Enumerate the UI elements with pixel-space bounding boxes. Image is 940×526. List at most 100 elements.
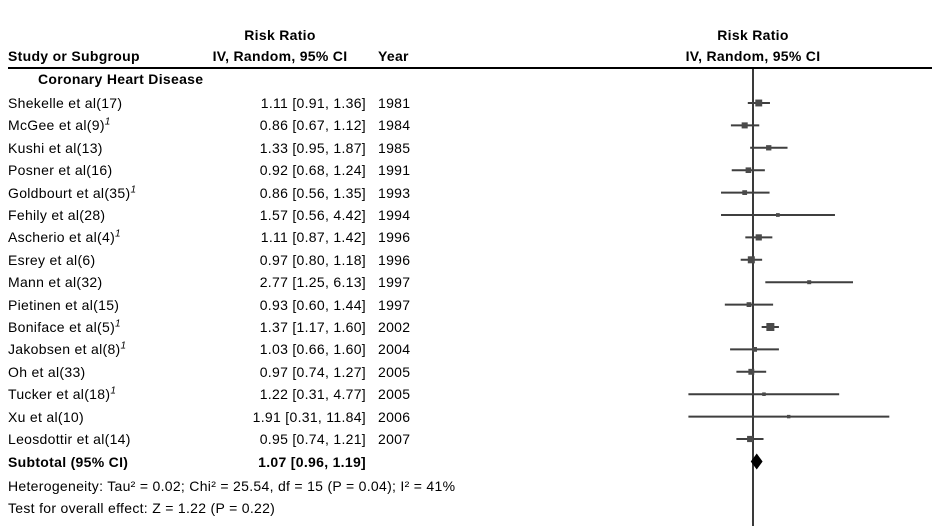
- left-effect-column-title-line2: IV, Random, 95% CI: [212, 48, 348, 64]
- year-label: 2002: [378, 319, 411, 335]
- year-label: 2005: [378, 386, 411, 403]
- study-label: Tucker et al(18)1: [8, 383, 116, 405]
- study-name: Tucker et al(18): [8, 386, 111, 403]
- year-label: 2007: [378, 431, 411, 447]
- study-row: Boniface et al(5)1 1.37 [1.17, 1.60] 2002: [0, 316, 470, 338]
- effect-estimate: 1.03 [0.66, 1.60]: [259, 341, 366, 358]
- year-label: 1993: [378, 184, 411, 201]
- study-label: Xu et al(10): [8, 406, 84, 428]
- effect-estimate: 0.92 [0.68, 1.24]: [259, 162, 366, 179]
- study-row: Oh et al(33) 0.97 [0.74, 1.27] 2005: [0, 361, 470, 383]
- year-label: 1991: [378, 162, 411, 179]
- effect-marker: [807, 280, 812, 285]
- effect-estimate: 1.22 [0.31, 4.77]: [259, 386, 366, 403]
- year-label: 2006: [378, 408, 411, 425]
- study-label: Ascherio et al(4)1: [8, 226, 121, 248]
- study-row: Mann et al(32) 2.77 [1.25, 6.13] 1997: [0, 271, 470, 293]
- effect-marker: [748, 368, 755, 375]
- study-name: Shekelle et al(17): [8, 95, 123, 111]
- study-row: Ascherio et al(4)1 1.11 [0.87, 1.42] 1996: [0, 226, 470, 248]
- year-label: 1984: [378, 117, 411, 134]
- year-label: 1981: [378, 95, 411, 111]
- study-row: Fehily et al(28) 1.57 [0.56, 4.42] 1994: [0, 204, 470, 226]
- study-label: Posner et al(16): [8, 159, 112, 181]
- effect-marker: [745, 167, 752, 174]
- study-row: Posner et al(16) 0.92 [0.68, 1.24] 1991: [0, 159, 470, 181]
- year-label: 1985: [378, 139, 411, 156]
- heterogeneity-stats: Heterogeneity: Tau² = 0.02; Chi² = 25.54…: [8, 478, 456, 494]
- study-label: Boniface et al(5)1: [8, 316, 121, 338]
- effect-marker: [776, 213, 780, 217]
- study-name: McGee et al(9): [8, 117, 105, 134]
- study-name: Jakobsen et al(8): [8, 341, 121, 358]
- footnote-marker: 1: [104, 116, 111, 128]
- study-column-title: Study or Subgroup: [8, 48, 140, 64]
- study-label: Goldbourt et al(35)1: [8, 182, 136, 204]
- year-label: 2005: [378, 363, 411, 380]
- effect-estimate: 1.91 [0.31, 11.84]: [252, 408, 366, 425]
- study-name: Posner et al(16): [8, 162, 113, 179]
- study-label: Oh et al(33): [8, 361, 86, 383]
- effect-estimate: 1.33 [0.95, 1.87]: [259, 139, 366, 156]
- study-row: Esrey et al(6) 0.97 [0.80, 1.18] 1996: [0, 249, 470, 271]
- year-column-title: Year: [378, 48, 409, 64]
- effect-marker: [786, 414, 791, 419]
- study-row: Goldbourt et al(35)1 0.86 [0.56, 1.35] 199…: [0, 182, 470, 204]
- year-label: 2004: [378, 341, 411, 358]
- study-label: Jakobsen et al(8)1: [8, 338, 126, 360]
- effect-estimate: 1.11 [0.91, 1.36]: [260, 95, 366, 111]
- subgroup-heading: Coronary Heart Disease: [38, 71, 204, 87]
- study-label: Esrey et al(6): [8, 249, 95, 271]
- effect-estimate: 0.97 [0.80, 1.18]: [259, 251, 366, 268]
- effect-estimate: 0.93 [0.60, 1.44]: [259, 296, 366, 313]
- subtotal-label: Subtotal (95% CI): [8, 453, 129, 470]
- study-row: Pietinen et al(15) 0.93 [0.60, 1.44] 1997: [0, 294, 470, 316]
- study-label: Mann et al(32): [8, 271, 102, 293]
- effect-estimate: 1.11 [0.87, 1.42]: [260, 229, 366, 246]
- year-label: 1997: [378, 274, 411, 291]
- study-name: Xu et al(10): [8, 408, 84, 425]
- study-name: Oh et al(33): [8, 363, 86, 380]
- effect-marker: [741, 122, 748, 129]
- year-label: 1997: [378, 296, 411, 313]
- overall-effect-test: Test for overall effect: Z = 1.22 (P = 0…: [8, 500, 276, 516]
- study-row: Tucker et al(18)1 1.22 [0.31, 4.77] 2005: [0, 383, 470, 405]
- study-label: Kushi et al(13): [8, 137, 103, 159]
- effect-marker: [755, 99, 763, 107]
- footnote-marker: 1: [130, 183, 137, 195]
- year-label: 1996: [378, 251, 411, 268]
- subtotal-row: Subtotal (95% CI) 1.07 [0.96, 1.19]: [0, 451, 470, 473]
- study-name: Boniface et al(5): [8, 319, 116, 335]
- plot-title-line2: IV, Random, 95% CI: [685, 48, 821, 64]
- study-row: Xu et al(10) 1.91 [0.31, 11.84] 2006: [0, 406, 470, 428]
- study-label: Pietinen et al(15): [8, 294, 119, 316]
- effect-marker: [747, 256, 755, 264]
- effect-marker: [766, 323, 775, 331]
- footnote-marker: 1: [110, 385, 117, 397]
- year-label: 1994: [378, 207, 411, 223]
- study-row: McGee et al(9)1 0.86 [0.67, 1.12] 1984: [0, 114, 470, 136]
- study-row: Jakobsen et al(8)1 1.03 [0.66, 1.60] 2004: [0, 338, 470, 360]
- study-name: Leosdottir et al(14): [8, 431, 131, 447]
- study-row: Leosdottir et al(14) 0.95 [0.74, 1.21] 200…: [0, 428, 470, 450]
- effect-estimate: 1.37 [1.17, 1.60]: [259, 319, 366, 335]
- footnote-marker: 1: [120, 340, 127, 352]
- left-effect-column-title-line1: Risk Ratio: [244, 27, 316, 43]
- study-name: Ascherio et al(4): [8, 229, 116, 246]
- year-label: 1996: [378, 229, 411, 246]
- plot-title-line1: Risk Ratio: [717, 27, 789, 43]
- study-label: McGee et al(9)1: [8, 114, 111, 136]
- effect-marker: [747, 435, 754, 443]
- effect-estimate: 2.77 [1.25, 6.13]: [259, 274, 366, 291]
- footnote-marker: 1: [115, 228, 121, 240]
- study-name: Pietinen et al(15): [8, 296, 120, 313]
- effect-marker: [762, 392, 766, 396]
- study-row: Shekelle et al(17) 1.11 [0.91, 1.36] 1981: [0, 92, 470, 114]
- effect-estimate: 1.57 [0.56, 4.42]: [259, 207, 366, 223]
- effect-estimate: 0.97 [0.74, 1.27]: [259, 363, 366, 380]
- effect-estimate: 0.95 [0.74, 1.21]: [259, 431, 366, 447]
- subtotal-effect-estimate: 1.07 [0.96, 1.19]: [258, 453, 366, 470]
- effect-marker: [752, 347, 758, 352]
